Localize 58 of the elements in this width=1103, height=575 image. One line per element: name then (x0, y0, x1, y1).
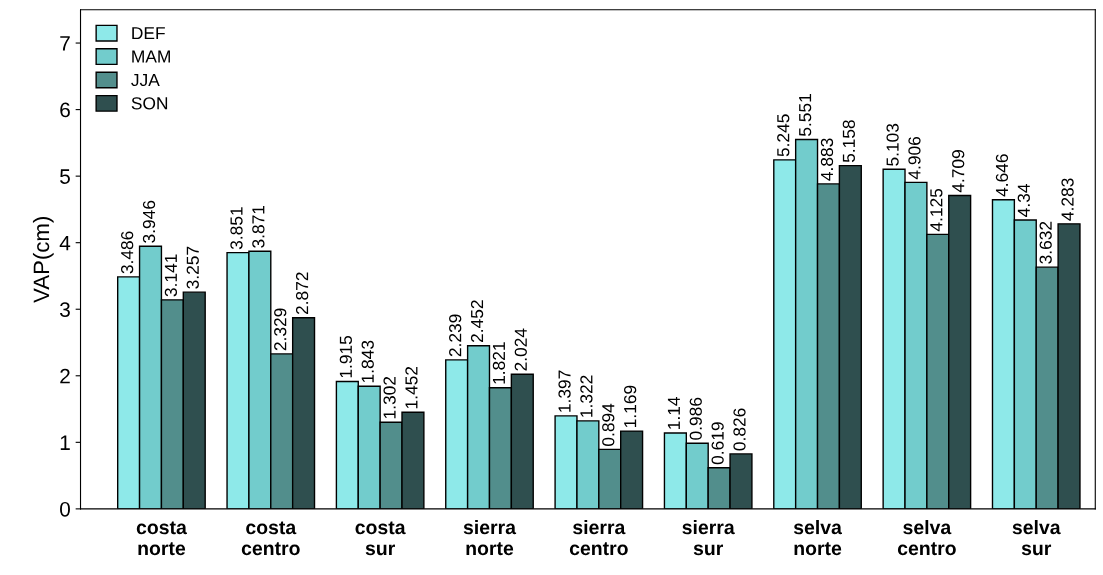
data-label: 0.619 (711, 422, 724, 465)
data-label: 5.103 (886, 123, 899, 166)
x-tick-label: selva sur (1012, 519, 1061, 556)
x-tick-label: costa centro (241, 521, 300, 556)
legend-label: JJA (131, 73, 160, 87)
x-tick-label: costa norte (136, 521, 187, 556)
y-tick-label: 6 (60, 102, 70, 118)
data-label: 5.245 (777, 114, 790, 157)
y-tick-label: 7 (60, 36, 70, 51)
legend-label: DEF (132, 27, 165, 40)
y-tick-label: 4 (59, 235, 71, 251)
data-label: 0.986 (689, 397, 702, 440)
data-label: 1.14 (667, 396, 680, 429)
data-label: 1.915 (339, 335, 352, 378)
y-tick-label: 3 (60, 302, 70, 317)
data-label: 2.872 (295, 272, 309, 315)
data-label: 4.906 (908, 136, 921, 180)
x-tick-label: sierra sur (682, 519, 735, 556)
y-tick-label: 2 (60, 368, 70, 384)
data-label: 1.843 (361, 340, 374, 383)
data-label: 2.239 (449, 314, 462, 357)
data-label: 3.871 (252, 205, 265, 248)
data-label: 0.894 (602, 403, 615, 446)
data-label: 4.646 (995, 154, 1009, 197)
data-label: 4.34 (1017, 184, 1030, 217)
data-label: 1.452 (405, 366, 418, 409)
data-label: 1.322 (580, 375, 593, 417)
data-label: 1.821 (492, 342, 506, 384)
data-label: 1.169 (624, 385, 637, 427)
legend-label: MAM (132, 50, 170, 63)
x-tick-label: costa sur (355, 521, 406, 556)
data-label: 3.851 (230, 207, 243, 250)
x-tick-label: sierra centro (569, 519, 628, 556)
data-label: 4.883 (820, 138, 834, 181)
data-label: 0.826 (733, 408, 746, 451)
legend-label: SON (131, 97, 168, 110)
data-label: 1.302 (383, 376, 396, 419)
data-label: 4.283 (1061, 178, 1074, 221)
data-label: 3.946 (142, 200, 156, 243)
data-label: 3.257 (186, 246, 199, 289)
x-tick-label: sierra norte (463, 519, 517, 556)
data-label: 4.125 (930, 188, 943, 232)
x-tick-label: selva norte (793, 519, 842, 556)
data-label: 5.158 (842, 120, 855, 163)
y-tick-label: 0 (60, 501, 70, 517)
y-tick-label: 5 (60, 169, 70, 184)
data-label: 3.486 (121, 231, 134, 274)
data-label: 2.024 (514, 328, 527, 371)
y-axis-title: VAP(cm) (32, 217, 54, 303)
x-tick-label: selva centro (897, 519, 956, 556)
y-tick-label: 1 (60, 435, 70, 450)
data-label: 4.709 (952, 150, 965, 193)
data-label: 3.632 (1039, 221, 1052, 264)
data-label: 2.329 (274, 308, 287, 351)
data-label: 5.551 (799, 94, 812, 136)
data-label: 3.141 (164, 254, 178, 297)
data-label: 1.397 (558, 370, 571, 412)
data-label: 2.452 (470, 300, 484, 343)
